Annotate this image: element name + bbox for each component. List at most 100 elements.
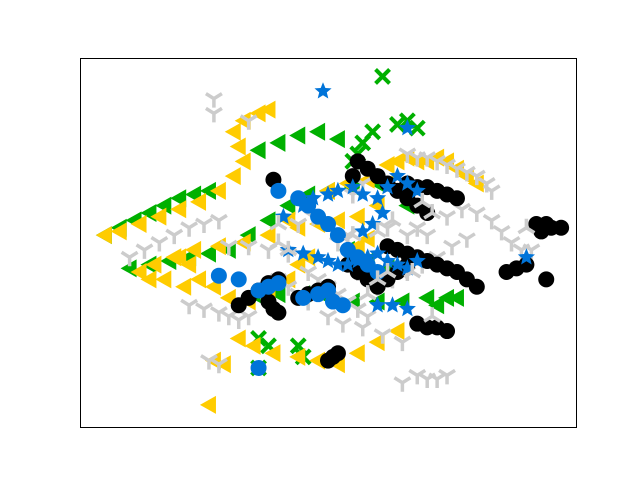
- data-point: [538, 271, 555, 288]
- data-point: [438, 158, 456, 175]
- data-point: [448, 190, 465, 207]
- data-marks: [95, 68, 570, 414]
- data-point: [368, 222, 387, 238]
- data-point: [438, 288, 455, 307]
- data-point: [239, 239, 258, 256]
- data-point: [209, 181, 226, 200]
- data-point: [448, 162, 466, 178]
- data-point: [289, 217, 308, 234]
- data-point: [269, 233, 288, 249]
- data-point: [319, 185, 337, 202]
- data-point: [95, 226, 112, 245]
- data-point: [468, 278, 485, 295]
- data-point: [439, 323, 456, 340]
- data-point: [239, 114, 258, 130]
- data-point: [438, 210, 456, 226]
- data-point: [270, 275, 287, 292]
- data-point: [295, 289, 312, 306]
- data-point: [320, 216, 336, 233]
- data-point: [180, 255, 197, 274]
- data-point: [334, 297, 351, 314]
- data-point: [333, 317, 352, 333]
- data-point: [467, 206, 486, 222]
- data-point: [185, 240, 202, 259]
- data-point: [408, 368, 427, 385]
- data-point: [428, 154, 447, 171]
- data-point: [393, 376, 412, 392]
- data-point: [423, 203, 442, 220]
- data-point: [270, 182, 287, 199]
- data-point: [210, 267, 227, 284]
- data-point: [190, 192, 207, 211]
- data-point: [418, 151, 437, 167]
- data-point: [219, 239, 238, 256]
- data-point: [209, 357, 228, 374]
- data-point: [155, 270, 172, 289]
- data-point: [250, 359, 267, 376]
- data-point: [224, 167, 241, 186]
- data-point: [339, 255, 357, 272]
- data-point: [319, 309, 337, 326]
- data-point: [200, 354, 218, 370]
- data-point: [229, 137, 246, 156]
- data-point: [264, 344, 281, 363]
- data-point: [135, 243, 154, 259]
- data-point: [130, 263, 147, 282]
- data-point: [398, 228, 417, 245]
- data-point: [457, 165, 476, 182]
- data-point: [199, 244, 216, 263]
- data-point: [354, 222, 372, 239]
- data-point: [408, 251, 426, 269]
- data-point: [517, 248, 535, 265]
- data-point: [294, 196, 312, 213]
- data-point: [359, 248, 377, 265]
- data-point: [502, 236, 521, 252]
- data-point: [199, 181, 216, 200]
- data-point: [374, 68, 391, 85]
- data-point: [289, 347, 306, 366]
- data-point: [175, 277, 192, 296]
- data-point: [230, 271, 247, 288]
- data-point: [374, 204, 392, 221]
- data-point: [438, 368, 456, 385]
- data-point: [259, 100, 276, 119]
- data-point: [364, 123, 382, 141]
- data-point: [328, 130, 345, 149]
- data-point: [467, 169, 486, 186]
- data-point: [369, 296, 387, 313]
- data-point: [234, 111, 251, 130]
- data-point: [130, 215, 147, 234]
- data-point: [349, 251, 367, 269]
- data-point: [170, 248, 187, 267]
- data-point: [378, 263, 397, 279]
- data-point: [348, 344, 365, 363]
- data-point: [423, 307, 442, 323]
- data-point: [398, 147, 417, 163]
- data-point: [180, 221, 199, 237]
- data-point: [234, 152, 251, 171]
- data-point: [353, 320, 372, 337]
- data-point: [304, 189, 322, 206]
- data-point: [354, 185, 372, 202]
- data-point: [289, 126, 306, 145]
- data-point: [413, 192, 432, 209]
- data-point: [482, 213, 501, 230]
- data-point: [299, 265, 318, 282]
- data-point: [329, 227, 346, 244]
- data-point: [140, 270, 157, 289]
- data-point: [309, 351, 326, 370]
- series-7: [269, 192, 536, 323]
- data-point: [369, 244, 387, 261]
- data-point: [393, 335, 412, 352]
- data-point: [364, 215, 382, 232]
- data-point: [388, 167, 406, 184]
- data-point: [418, 288, 435, 307]
- data-point: [319, 251, 337, 269]
- data-point: [329, 181, 347, 199]
- data-point: [492, 224, 511, 241]
- series-6: [274, 82, 535, 317]
- data-point: [249, 141, 266, 160]
- data-point: [165, 228, 184, 245]
